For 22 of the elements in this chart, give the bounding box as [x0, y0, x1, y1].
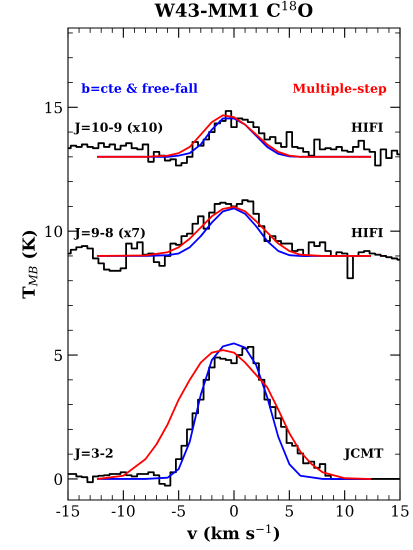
y-tick-label: 15 [46, 102, 62, 114]
annotation: J=3-2 [74, 448, 112, 460]
chart-title: W43-MM1 C$^{18}$O [154, 0, 312, 18]
y-tick-label: 5 [54, 350, 62, 362]
annotation: HIFI [352, 122, 383, 132]
text: b=cte & free-fall [82, 83, 198, 93]
x-tick-label: 5 [286, 505, 294, 517]
y-tick-label: 10 [46, 226, 62, 238]
x-tick-label: 0 [230, 505, 238, 517]
text: Multiple-step [292, 83, 386, 96]
y-axis-title: T$_{MB}$ (K) [22, 230, 38, 299]
x-tick-label: 15 [392, 505, 409, 517]
annotation: J=10-9 (x10) [74, 122, 162, 134]
x-axis-title: v (km s$^{−1}$) [186, 524, 280, 542]
x-tick-label: -5 [172, 505, 185, 517]
annotation: HIFI [352, 228, 383, 238]
x-tick-label: -10 [112, 505, 135, 517]
y-tick-label: 0 [54, 473, 62, 485]
x-tick-label: -15 [56, 505, 80, 517]
x-tick-label: 10 [336, 505, 354, 517]
annotation: J=9-8 (x7) [74, 228, 145, 240]
annotation: JCMT [343, 448, 384, 460]
